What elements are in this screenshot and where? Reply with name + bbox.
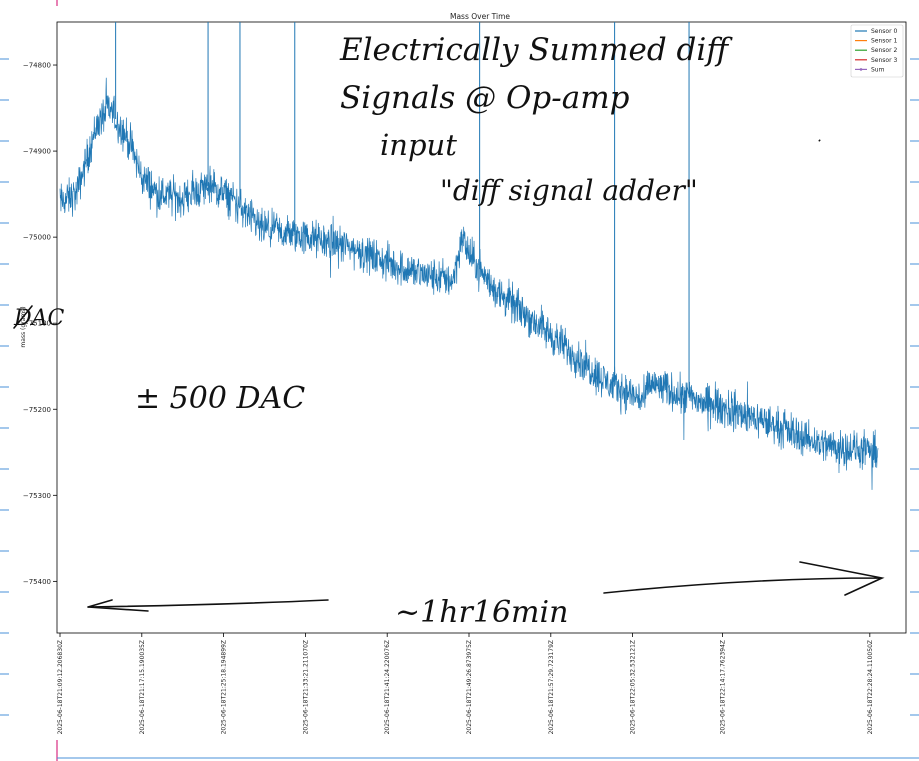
x-tick-label: 2025-06-18T22:05:32.532121Z xyxy=(630,640,637,734)
x-tick-label: 2025-06-18T21:17:15.190035Z xyxy=(139,640,146,734)
annotation-line-2: Signals @ Op-amp xyxy=(340,80,630,116)
annotation-dac-stroke xyxy=(13,305,33,329)
x-tick-label: 2025-06-18T21:57:29.723179Z xyxy=(548,640,555,734)
spike-layer xyxy=(115,22,690,398)
y-axis-ticks: −74800 −74900 −75000 −75100 −75200 −75300 −754… xyxy=(23,62,57,586)
y-tick-label: −75200 xyxy=(23,406,51,414)
series-line-sensor-0 xyxy=(59,77,879,490)
x-axis-ticks: 2025-06-18T21:09:12.206830Z 2025-06-18T21… xyxy=(57,633,874,734)
annotation-line-4: "diff signal adder" xyxy=(440,174,698,207)
plot-area xyxy=(56,21,907,634)
x-tick-label: 2025-06-18T21:41:24.220076Z xyxy=(384,640,391,734)
y-tick-label: −75100 xyxy=(23,320,51,328)
y-tick-label: −75400 xyxy=(23,578,51,586)
legend: Sensor 0 Sensor 1 Sensor 2 Sensor 3 Sum xyxy=(850,24,904,78)
legend-entry: Sensor 2 xyxy=(871,47,897,54)
x-tick-label: 2025-06-18T22:14:17.762394Z xyxy=(720,640,727,734)
x-tick-label: 2025-06-18T22:28:24.110050Z xyxy=(867,640,874,734)
series-layer xyxy=(59,77,879,490)
y-tick-label: −74900 xyxy=(23,148,51,156)
legend-entry: Sensor 1 xyxy=(871,38,897,45)
annotation-dot xyxy=(818,139,821,142)
legend-entry: Sensor 3 xyxy=(871,57,897,64)
y-tick-label: −75000 xyxy=(23,234,51,242)
x-tick-label: 2025-06-18T21:09:12.206830Z xyxy=(57,640,64,734)
page-edge-marks xyxy=(0,58,919,716)
annotation-duration: ~1hr16min xyxy=(395,595,568,630)
annotation-arrow-right xyxy=(603,561,885,596)
y-tick-label: −75300 xyxy=(23,492,51,500)
y-axis-label: mass (grams) xyxy=(20,306,27,347)
legend-marker xyxy=(859,68,863,71)
legend-entry: Sum xyxy=(871,66,885,73)
annotation-dac-label: DAC xyxy=(13,306,65,331)
legend-box xyxy=(850,24,904,78)
annotation-line-1: Electrically Summed diff xyxy=(339,32,733,68)
x-tick-label: 2025-06-18T21:25:18.194899Z xyxy=(221,640,228,734)
chart-title: Mass Over Time xyxy=(450,12,510,21)
annotation-line-3: input xyxy=(380,128,457,162)
annotation-range-note: ± 500 DAC xyxy=(135,381,305,416)
x-tick-label: 2025-06-18T21:33:21.211070Z xyxy=(302,640,309,734)
legend-entry: Sensor 0 xyxy=(871,28,897,35)
y-tick-label: −74800 xyxy=(23,62,51,70)
annotation-arrow-left xyxy=(87,599,329,612)
x-tick-label: 2025-06-18T21:49:26.873975Z xyxy=(466,640,473,734)
